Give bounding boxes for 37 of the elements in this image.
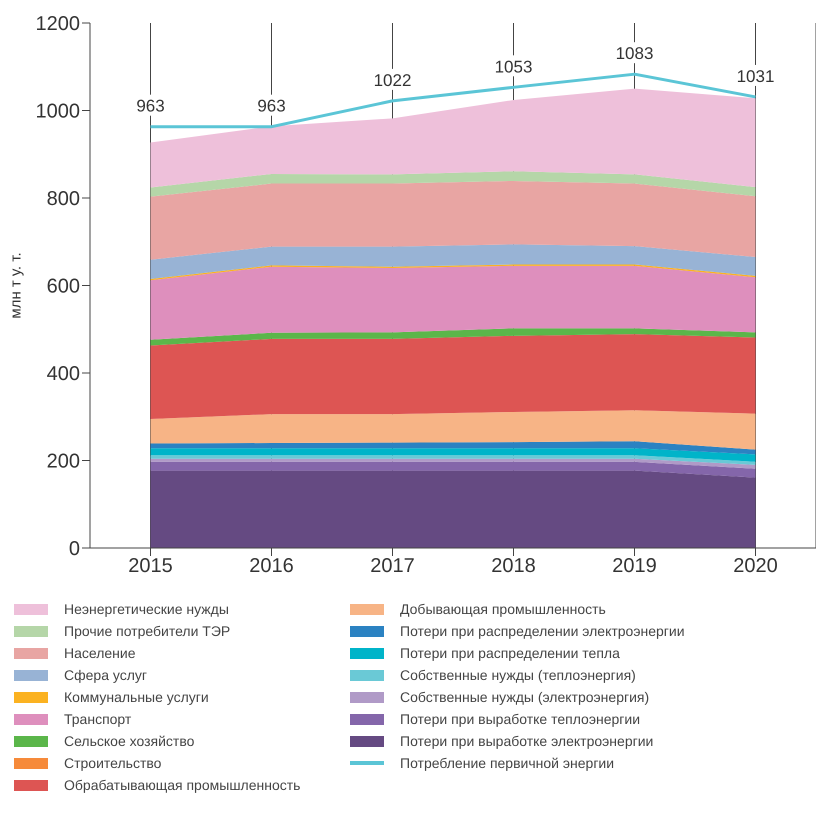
legend-label: Коммунальные услуги bbox=[64, 689, 209, 705]
data-label: 963 bbox=[136, 96, 165, 116]
x-tick-label: 2015 bbox=[128, 555, 173, 578]
data-label: 1053 bbox=[494, 57, 532, 76]
y-tick-label: 200 bbox=[46, 450, 80, 473]
legend-label: Потери при распределении электроэнергии bbox=[400, 623, 685, 639]
legend-label: Обрабатывающая промышленность bbox=[64, 777, 300, 793]
data-label: 1031 bbox=[736, 66, 774, 86]
legend-label: Население bbox=[64, 645, 136, 661]
legend-label: Прочие потребители ТЭР bbox=[64, 623, 230, 639]
x-tick-label: 2019 bbox=[612, 555, 657, 578]
y-tick-label: 1200 bbox=[36, 13, 80, 36]
y-tick-label: 800 bbox=[46, 188, 80, 210]
legend-label: Транспорт bbox=[64, 711, 132, 727]
legend-label: Потери при распределении тепла bbox=[400, 645, 620, 661]
legend-label: Потери при выработке электроэнергии bbox=[400, 733, 654, 749]
y-tick-label: 600 bbox=[46, 276, 80, 298]
legend-label: Потери при выработке теплоэнергии bbox=[400, 711, 640, 727]
legend-label: Сельское хозяйство bbox=[64, 733, 194, 749]
x-tick-label: 2017 bbox=[370, 555, 415, 578]
y-tick-label: 0 bbox=[68, 538, 80, 560]
y-tick-label: 400 bbox=[46, 363, 80, 386]
x-tick-label: 2018 bbox=[491, 555, 536, 578]
legend-label: Потребление первичной энергии bbox=[400, 755, 614, 771]
legend-label: Строительство bbox=[64, 755, 162, 771]
x-tick-label: 2016 bbox=[249, 555, 294, 578]
legend-label: Добывающая промышленность bbox=[400, 601, 606, 617]
data-label: 963 bbox=[257, 96, 286, 116]
legend-label: Неэнергетические нужды bbox=[64, 601, 229, 617]
legend-label: Собственные нужды (электроэнергия) bbox=[400, 689, 650, 705]
legend-label: Сфера услуг bbox=[64, 667, 147, 683]
data-label: 1022 bbox=[374, 70, 412, 90]
y-tick-label: 1000 bbox=[36, 100, 80, 123]
legend-label: Собственные нужды (теплоэнергия) bbox=[400, 667, 636, 683]
x-tick-label: 2020 bbox=[733, 555, 778, 578]
y-axis-title: млн т у. т. bbox=[7, 252, 24, 319]
data-label: 1083 bbox=[616, 44, 654, 64]
